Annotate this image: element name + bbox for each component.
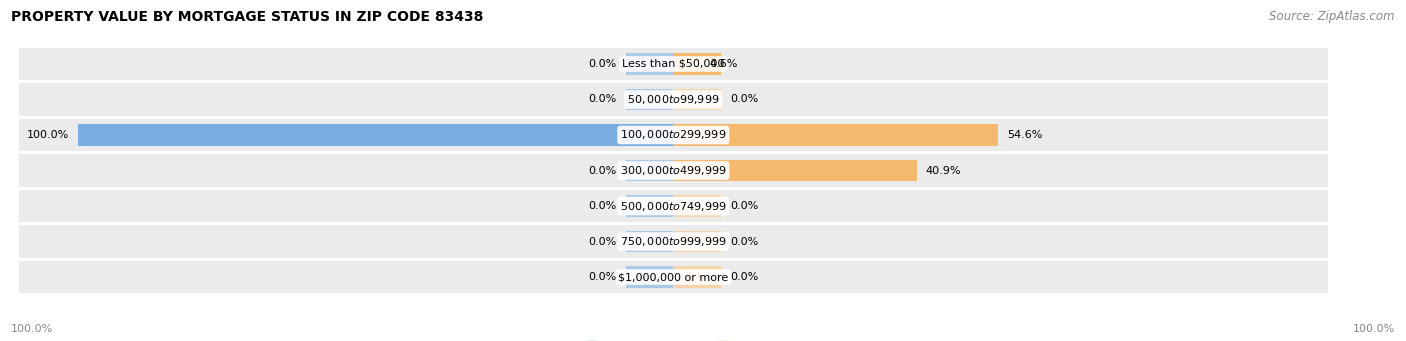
Text: PROPERTY VALUE BY MORTGAGE STATUS IN ZIP CODE 83438: PROPERTY VALUE BY MORTGAGE STATUS IN ZIP…	[11, 10, 484, 24]
Text: 0.0%: 0.0%	[589, 201, 617, 211]
Bar	[18, 48, 1327, 80]
Bar	[18, 119, 1327, 151]
Text: 54.6%: 54.6%	[1007, 130, 1042, 140]
Text: 0.0%: 0.0%	[589, 165, 617, 176]
Bar	[673, 160, 917, 181]
Text: 100.0%: 100.0%	[1353, 324, 1395, 334]
Bar	[626, 89, 673, 110]
Text: $50,000 to $99,999: $50,000 to $99,999	[627, 93, 720, 106]
Text: Source: ZipAtlas.com: Source: ZipAtlas.com	[1270, 10, 1395, 23]
Bar	[673, 231, 721, 252]
Bar	[626, 266, 673, 288]
Text: 0.0%: 0.0%	[589, 94, 617, 104]
Bar	[673, 195, 721, 217]
Bar	[18, 190, 1327, 222]
Bar	[673, 89, 721, 110]
Bar	[79, 124, 673, 146]
Text: 100.0%: 100.0%	[27, 130, 69, 140]
Text: $750,000 to $999,999: $750,000 to $999,999	[620, 235, 727, 248]
Bar	[18, 261, 1327, 293]
Text: $500,000 to $749,999: $500,000 to $749,999	[620, 199, 727, 212]
Text: 0.0%: 0.0%	[589, 272, 617, 282]
Text: 0.0%: 0.0%	[589, 237, 617, 247]
Bar	[673, 266, 721, 288]
Text: $1,000,000 or more: $1,000,000 or more	[619, 272, 728, 282]
Text: 0.0%: 0.0%	[730, 272, 758, 282]
Bar	[18, 83, 1327, 116]
Bar	[18, 225, 1327, 258]
Text: $100,000 to $299,999: $100,000 to $299,999	[620, 129, 727, 142]
Text: 0.0%: 0.0%	[589, 59, 617, 69]
Text: 40.9%: 40.9%	[925, 165, 960, 176]
Text: 0.0%: 0.0%	[730, 237, 758, 247]
Bar	[673, 53, 700, 75]
Text: 0.0%: 0.0%	[730, 94, 758, 104]
Bar	[673, 53, 721, 75]
Bar	[673, 160, 721, 181]
Bar	[626, 231, 673, 252]
Text: 4.6%: 4.6%	[710, 59, 738, 69]
Bar	[626, 160, 673, 181]
Bar	[18, 154, 1327, 187]
Bar	[626, 195, 673, 217]
Bar	[626, 53, 673, 75]
Text: 100.0%: 100.0%	[11, 324, 53, 334]
Text: $300,000 to $499,999: $300,000 to $499,999	[620, 164, 727, 177]
Bar	[673, 124, 998, 146]
Text: 0.0%: 0.0%	[730, 201, 758, 211]
Text: Less than $50,000: Less than $50,000	[621, 59, 724, 69]
Bar	[673, 124, 721, 146]
Bar	[626, 124, 673, 146]
